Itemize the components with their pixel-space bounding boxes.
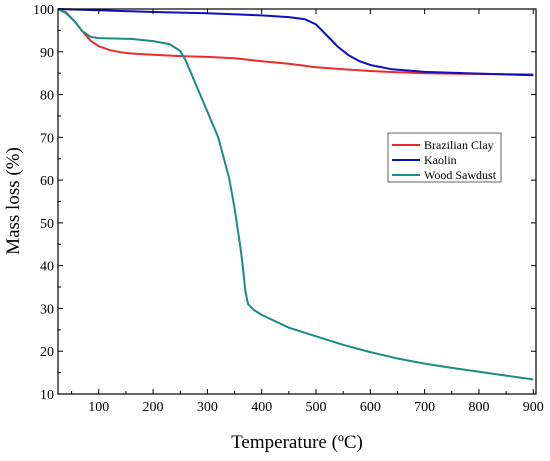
legend-label-brazilian-clay: Brazilian Clay [424,138,494,152]
x-axis-title: Temperature (ºC) [231,432,363,453]
legend-label-kaolin: Kaolin [424,153,457,167]
y-tick-label: 30 [40,302,54,317]
x-tick-label: 300 [197,400,218,415]
legend-label-wood-sawdust: Wood Sawdust [424,168,497,182]
y-tick-label: 90 [40,46,54,61]
y-tick-label: 50 [40,217,54,232]
y-tick-label: 10 [40,388,54,403]
y-axis-title: Mass loss (%) [3,147,24,255]
x-tick-label: 200 [143,400,164,415]
y-tick-label: 80 [40,89,54,104]
x-tick-label: 400 [251,400,272,415]
x-tick-label: 600 [360,400,381,415]
series-line-brazilian-clay [57,8,534,76]
y-tick-label: 60 [40,174,54,189]
axis-ticks: 100 200 300 400 500 600 700 800 900 10 20 30 40 50 60 7… [33,3,544,415]
plot-marks [57,8,534,381]
x-tick-label: 700 [414,400,435,415]
series-line-wood-sawdust [57,8,534,381]
y-tick-label: 40 [40,260,54,275]
y-tick-label: 100 [33,3,54,18]
y-tick-label: 20 [40,345,54,360]
y-tick-label: 70 [40,131,54,146]
legend-box [387,132,502,183]
x-tick-label: 900 [523,400,544,415]
x-tick-label: 500 [306,400,327,415]
x-tick-label: 800 [468,400,489,415]
plot-frame [57,8,537,395]
x-tick-label: 100 [88,400,109,415]
